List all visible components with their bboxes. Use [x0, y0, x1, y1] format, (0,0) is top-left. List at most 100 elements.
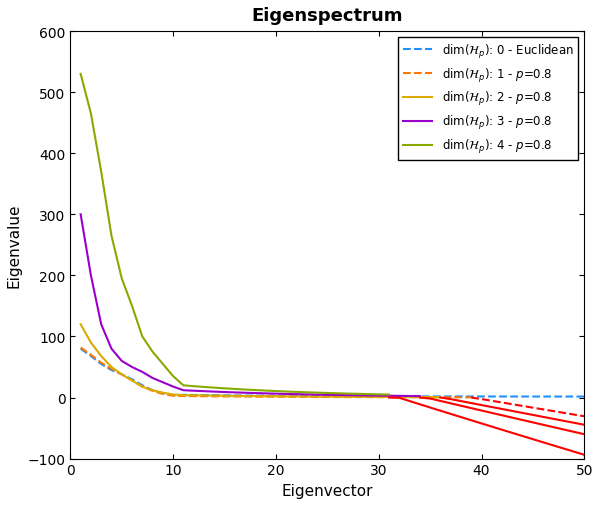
- dim($\mathcal{H}_p$): 1 - $p$=0.8: (20, 1.33): 1 - $p$=0.8: (20, 1.33): [272, 394, 280, 400]
- dim($\mathcal{H}_p$): 4 - $p$=0.8: (7, 100): 4 - $p$=0.8: (7, 100): [139, 334, 146, 340]
- dim($\mathcal{H}_p$): 3 - $p$=0.8: (18, 7.35): 3 - $p$=0.8: (18, 7.35): [252, 390, 259, 396]
- dim($\mathcal{H}_p$): 4 - $p$=0.8: (14, 16.2): 4 - $p$=0.8: (14, 16.2): [211, 385, 218, 391]
- dim($\mathcal{H}_p$): 0 - Euclidean: (18, 3.21): 0 - Euclidean: (18, 3.21): [252, 393, 259, 399]
- dim($\mathcal{H}_p$): 0 - Euclidean: (15, 3.68): 0 - Euclidean: (15, 3.68): [221, 392, 228, 398]
- dim($\mathcal{H}_p$): 2 - $p$=0.8: (20, 2.13): 2 - $p$=0.8: (20, 2.13): [272, 393, 280, 399]
- dim($\mathcal{H}_p$): 0 - Euclidean: (34, 1.98): 0 - Euclidean: (34, 1.98): [416, 393, 424, 399]
- dim($\mathcal{H}_p$): 4 - $p$=0.8: (17, 13.1): 4 - $p$=0.8: (17, 13.1): [242, 387, 249, 393]
- dim($\mathcal{H}_p$): 1 - $p$=0.8: (25, 0.938): 1 - $p$=0.8: (25, 0.938): [324, 394, 331, 400]
- dim($\mathcal{H}_p$): 0 - Euclidean: (3, 55): 0 - Euclidean: (3, 55): [98, 361, 105, 367]
- dim($\mathcal{H}_p$): 3 - $p$=0.8: (32, 2.76): 3 - $p$=0.8: (32, 2.76): [395, 393, 403, 399]
- dim($\mathcal{H}_p$): 1 - $p$=0.8: (5, 38): 1 - $p$=0.8: (5, 38): [118, 372, 125, 378]
- dim($\mathcal{H}_p$): 0 - Euclidean: (31, 2.11): 0 - Euclidean: (31, 2.11): [385, 393, 392, 399]
- dim($\mathcal{H}_p$): 2 - $p$=0.8: (22, 1.85): 2 - $p$=0.8: (22, 1.85): [293, 393, 300, 399]
- dim($\mathcal{H}_p$): 1 - $p$=0.8: (4, 47): 1 - $p$=0.8: (4, 47): [108, 366, 115, 372]
- dim($\mathcal{H}_p$): 0 - Euclidean: (6, 30): 0 - Euclidean: (6, 30): [128, 376, 136, 382]
- Line: dim($\mathcal{H}_p$): 0 - Euclidean: dim($\mathcal{H}_p$): 0 - Euclidean: [80, 349, 584, 397]
- dim($\mathcal{H}_p$): 2 - $p$=0.8: (10, 5): 2 - $p$=0.8: (10, 5): [170, 392, 177, 398]
- Line: dim($\mathcal{H}_p$): 2 - $p$=0.8: dim($\mathcal{H}_p$): 2 - $p$=0.8: [80, 325, 440, 397]
- dim($\mathcal{H}_p$): 2 - $p$=0.8: (18, 2.45): 2 - $p$=0.8: (18, 2.45): [252, 393, 259, 399]
- dim($\mathcal{H}_p$): 4 - $p$=0.8: (11, 20): 4 - $p$=0.8: (11, 20): [180, 383, 187, 389]
- dim($\mathcal{H}_p$): 2 - $p$=0.8: (11, 4): 2 - $p$=0.8: (11, 4): [180, 392, 187, 398]
- dim($\mathcal{H}_p$): 1 - $p$=0.8: (9, 6): 1 - $p$=0.8: (9, 6): [159, 391, 166, 397]
- dim($\mathcal{H}_p$): 0 - Euclidean: (20, 2.96): 0 - Euclidean: (20, 2.96): [272, 393, 280, 399]
- dim($\mathcal{H}_p$): 4 - $p$=0.8: (28, 6.08): 4 - $p$=0.8: (28, 6.08): [355, 391, 362, 397]
- dim($\mathcal{H}_p$): 2 - $p$=0.8: (5, 38): 2 - $p$=0.8: (5, 38): [118, 372, 125, 378]
- dim($\mathcal{H}_p$): 4 - $p$=0.8: (25, 7.51): 4 - $p$=0.8: (25, 7.51): [324, 390, 331, 396]
- dim($\mathcal{H}_p$): 3 - $p$=0.8: (24, 4.83): 3 - $p$=0.8: (24, 4.83): [313, 392, 320, 398]
- dim($\mathcal{H}_p$): 3 - $p$=0.8: (5, 60): 3 - $p$=0.8: (5, 60): [118, 358, 125, 364]
- dim($\mathcal{H}_p$): 0 - Euclidean: (16, 3.51): 0 - Euclidean: (16, 3.51): [231, 392, 238, 398]
- dim($\mathcal{H}_p$): 1 - $p$=0.8: (32, 0.575): 1 - $p$=0.8: (32, 0.575): [395, 394, 403, 400]
- dim($\mathcal{H}_p$): 2 - $p$=0.8: (9, 8): 2 - $p$=0.8: (9, 8): [159, 390, 166, 396]
- dim($\mathcal{H}_p$): 4 - $p$=0.8: (2, 465): 4 - $p$=0.8: (2, 465): [88, 111, 95, 117]
- dim($\mathcal{H}_p$): 1 - $p$=0.8: (8, 11): 1 - $p$=0.8: (8, 11): [149, 388, 156, 394]
- dim($\mathcal{H}_p$): 2 - $p$=0.8: (26, 1.4): 2 - $p$=0.8: (26, 1.4): [334, 394, 341, 400]
- dim($\mathcal{H}_p$): 0 - Euclidean: (50, 1.63): 0 - Euclidean: (50, 1.63): [581, 394, 588, 400]
- dim($\mathcal{H}_p$): 1 - $p$=0.8: (19, 1.43): 1 - $p$=0.8: (19, 1.43): [262, 394, 269, 400]
- dim($\mathcal{H}_p$): 2 - $p$=0.8: (19, 2.28): 2 - $p$=0.8: (19, 2.28): [262, 393, 269, 399]
- dim($\mathcal{H}_p$): 3 - $p$=0.8: (22, 5.56): 3 - $p$=0.8: (22, 5.56): [293, 391, 300, 397]
- dim($\mathcal{H}_p$): 1 - $p$=0.8: (22, 1.16): 1 - $p$=0.8: (22, 1.16): [293, 394, 300, 400]
- dim($\mathcal{H}_p$): 3 - $p$=0.8: (16, 8.46): 3 - $p$=0.8: (16, 8.46): [231, 389, 238, 395]
- dim($\mathcal{H}_p$): 2 - $p$=0.8: (15, 3.02): 2 - $p$=0.8: (15, 3.02): [221, 393, 228, 399]
- dim($\mathcal{H}_p$): 3 - $p$=0.8: (28, 3.65): 3 - $p$=0.8: (28, 3.65): [355, 392, 362, 398]
- dim($\mathcal{H}_p$): 2 - $p$=0.8: (23, 1.73): 2 - $p$=0.8: (23, 1.73): [303, 394, 310, 400]
- dim($\mathcal{H}_p$): 3 - $p$=0.8: (21, 5.96): 3 - $p$=0.8: (21, 5.96): [283, 391, 290, 397]
- Y-axis label: Eigenvalue: Eigenvalue: [7, 203, 22, 287]
- dim($\mathcal{H}_p$): 0 - Euclidean: (10, 4): 0 - Euclidean: (10, 4): [170, 392, 177, 398]
- dim($\mathcal{H}_p$): 3 - $p$=0.8: (17, 7.88): 3 - $p$=0.8: (17, 7.88): [242, 390, 249, 396]
- dim($\mathcal{H}_p$): 0 - Euclidean: (12, 4.27): 0 - Euclidean: (12, 4.27): [190, 392, 197, 398]
- dim($\mathcal{H}_p$): 1 - $p$=0.8: (1, 82): 1 - $p$=0.8: (1, 82): [77, 345, 84, 351]
- dim($\mathcal{H}_p$): 1 - $p$=0.8: (23, 1.08): 1 - $p$=0.8: (23, 1.08): [303, 394, 310, 400]
- dim($\mathcal{H}_p$): 1 - $p$=0.8: (30, 0.661): 1 - $p$=0.8: (30, 0.661): [375, 394, 382, 400]
- dim($\mathcal{H}_p$): 2 - $p$=0.8: (3, 68): 2 - $p$=0.8: (3, 68): [98, 354, 105, 360]
- dim($\mathcal{H}_p$): 2 - $p$=0.8: (16, 2.82): 2 - $p$=0.8: (16, 2.82): [231, 393, 238, 399]
- dim($\mathcal{H}_p$): 4 - $p$=0.8: (20, 10.7): 4 - $p$=0.8: (20, 10.7): [272, 388, 280, 394]
- dim($\mathcal{H}_p$): 3 - $p$=0.8: (25, 4.5): 3 - $p$=0.8: (25, 4.5): [324, 392, 331, 398]
- dim($\mathcal{H}_p$): 1 - $p$=0.8: (24, 1.01): 1 - $p$=0.8: (24, 1.01): [313, 394, 320, 400]
- dim($\mathcal{H}_p$): 0 - Euclidean: (19, 3.08): 0 - Euclidean: (19, 3.08): [262, 393, 269, 399]
- dim($\mathcal{H}_p$): 2 - $p$=0.8: (30, 1.06): 2 - $p$=0.8: (30, 1.06): [375, 394, 382, 400]
- dim($\mathcal{H}_p$): 3 - $p$=0.8: (30, 3.17): 3 - $p$=0.8: (30, 3.17): [375, 393, 382, 399]
- dim($\mathcal{H}_p$): 1 - $p$=0.8: (35, 0.466): 1 - $p$=0.8: (35, 0.466): [427, 394, 434, 400]
- dim($\mathcal{H}_p$): 2 - $p$=0.8: (25, 1.5): 2 - $p$=0.8: (25, 1.5): [324, 394, 331, 400]
- dim($\mathcal{H}_p$): 4 - $p$=0.8: (31, 4.93): 4 - $p$=0.8: (31, 4.93): [385, 392, 392, 398]
- dim($\mathcal{H}_p$): 0 - Euclidean: (11, 4.5): 0 - Euclidean: (11, 4.5): [180, 392, 187, 398]
- dim($\mathcal{H}_p$): 4 - $p$=0.8: (18, 12.3): 4 - $p$=0.8: (18, 12.3): [252, 387, 259, 393]
- dim($\mathcal{H}_p$): 2 - $p$=0.8: (27, 1.31): 2 - $p$=0.8: (27, 1.31): [344, 394, 352, 400]
- dim($\mathcal{H}_p$): 0 - Euclidean: (36, 1.91): 0 - Euclidean: (36, 1.91): [437, 393, 444, 399]
- dim($\mathcal{H}_p$): 0 - Euclidean: (33, 2.02): 0 - Euclidean: (33, 2.02): [406, 393, 413, 399]
- dim($\mathcal{H}_p$): 0 - Euclidean: (21, 2.85): 0 - Euclidean: (21, 2.85): [283, 393, 290, 399]
- dim($\mathcal{H}_p$): 0 - Euclidean: (27, 2.33): 0 - Euclidean: (27, 2.33): [344, 393, 352, 399]
- X-axis label: Eigenvector: Eigenvector: [281, 483, 373, 498]
- dim($\mathcal{H}_p$): 1 - $p$=0.8: (39, 0.352): 1 - $p$=0.8: (39, 0.352): [467, 394, 475, 400]
- dim($\mathcal{H}_p$): 2 - $p$=0.8: (24, 1.61): 2 - $p$=0.8: (24, 1.61): [313, 394, 320, 400]
- dim($\mathcal{H}_p$): 1 - $p$=0.8: (6, 28): 1 - $p$=0.8: (6, 28): [128, 378, 136, 384]
- dim($\mathcal{H}_p$): 1 - $p$=0.8: (27, 0.816): 1 - $p$=0.8: (27, 0.816): [344, 394, 352, 400]
- dim($\mathcal{H}_p$): 4 - $p$=0.8: (16, 14.1): 4 - $p$=0.8: (16, 14.1): [231, 386, 238, 392]
- dim($\mathcal{H}_p$): 2 - $p$=0.8: (34, 0.8): 2 - $p$=0.8: (34, 0.8): [416, 394, 424, 400]
- dim($\mathcal{H}_p$): 0 - Euclidean: (7, 20): 0 - Euclidean: (7, 20): [139, 383, 146, 389]
- dim($\mathcal{H}_p$): 0 - Euclidean: (8, 12): 0 - Euclidean: (8, 12): [149, 387, 156, 393]
- dim($\mathcal{H}_p$): 0 - Euclidean: (48, 1.66): 0 - Euclidean: (48, 1.66): [560, 394, 568, 400]
- Legend: dim($\mathcal{H}_p$): 0 - Euclidean, dim($\mathcal{H}_p$): 1 - $p$=0.8, dim($\ma: dim($\mathcal{H}_p$): 0 - Euclidean, dim…: [398, 38, 578, 161]
- dim($\mathcal{H}_p$): 0 - Euclidean: (1, 80): 0 - Euclidean: (1, 80): [77, 346, 84, 352]
- dim($\mathcal{H}_p$): 4 - $p$=0.8: (10, 35): 4 - $p$=0.8: (10, 35): [170, 373, 177, 379]
- dim($\mathcal{H}_p$): 1 - $p$=0.8: (21, 1.24): 1 - $p$=0.8: (21, 1.24): [283, 394, 290, 400]
- dim($\mathcal{H}_p$): 0 - Euclidean: (40, 1.79): 0 - Euclidean: (40, 1.79): [478, 393, 485, 399]
- dim($\mathcal{H}_p$): 0 - Euclidean: (4, 45): 0 - Euclidean: (4, 45): [108, 367, 115, 373]
- dim($\mathcal{H}_p$): 0 - Euclidean: (41, 1.77): 0 - Euclidean: (41, 1.77): [488, 394, 496, 400]
- dim($\mathcal{H}_p$): 0 - Euclidean: (22, 2.74): 0 - Euclidean: (22, 2.74): [293, 393, 300, 399]
- dim($\mathcal{H}_p$): 3 - $p$=0.8: (31, 2.96): 3 - $p$=0.8: (31, 2.96): [385, 393, 392, 399]
- dim($\mathcal{H}_p$): 2 - $p$=0.8: (14, 3.24): 2 - $p$=0.8: (14, 3.24): [211, 393, 218, 399]
- dim($\mathcal{H}_p$): 1 - $p$=0.8: (29, 0.709): 1 - $p$=0.8: (29, 0.709): [365, 394, 372, 400]
- dim($\mathcal{H}_p$): 3 - $p$=0.8: (8, 32): 3 - $p$=0.8: (8, 32): [149, 375, 156, 381]
- dim($\mathcal{H}_p$): 3 - $p$=0.8: (27, 3.92): 3 - $p$=0.8: (27, 3.92): [344, 392, 352, 398]
- dim($\mathcal{H}_p$): 1 - $p$=0.8: (26, 0.875): 1 - $p$=0.8: (26, 0.875): [334, 394, 341, 400]
- dim($\mathcal{H}_p$): 3 - $p$=0.8: (2, 200): 3 - $p$=0.8: (2, 200): [88, 273, 95, 279]
- dim($\mathcal{H}_p$): 3 - $p$=0.8: (33, 2.57): 3 - $p$=0.8: (33, 2.57): [406, 393, 413, 399]
- dim($\mathcal{H}_p$): 1 - $p$=0.8: (15, 1.89): 1 - $p$=0.8: (15, 1.89): [221, 393, 228, 399]
- dim($\mathcal{H}_p$): 2 - $p$=0.8: (6, 28): 2 - $p$=0.8: (6, 28): [128, 378, 136, 384]
- dim($\mathcal{H}_p$): 0 - Euclidean: (44, 1.71): 0 - Euclidean: (44, 1.71): [519, 394, 526, 400]
